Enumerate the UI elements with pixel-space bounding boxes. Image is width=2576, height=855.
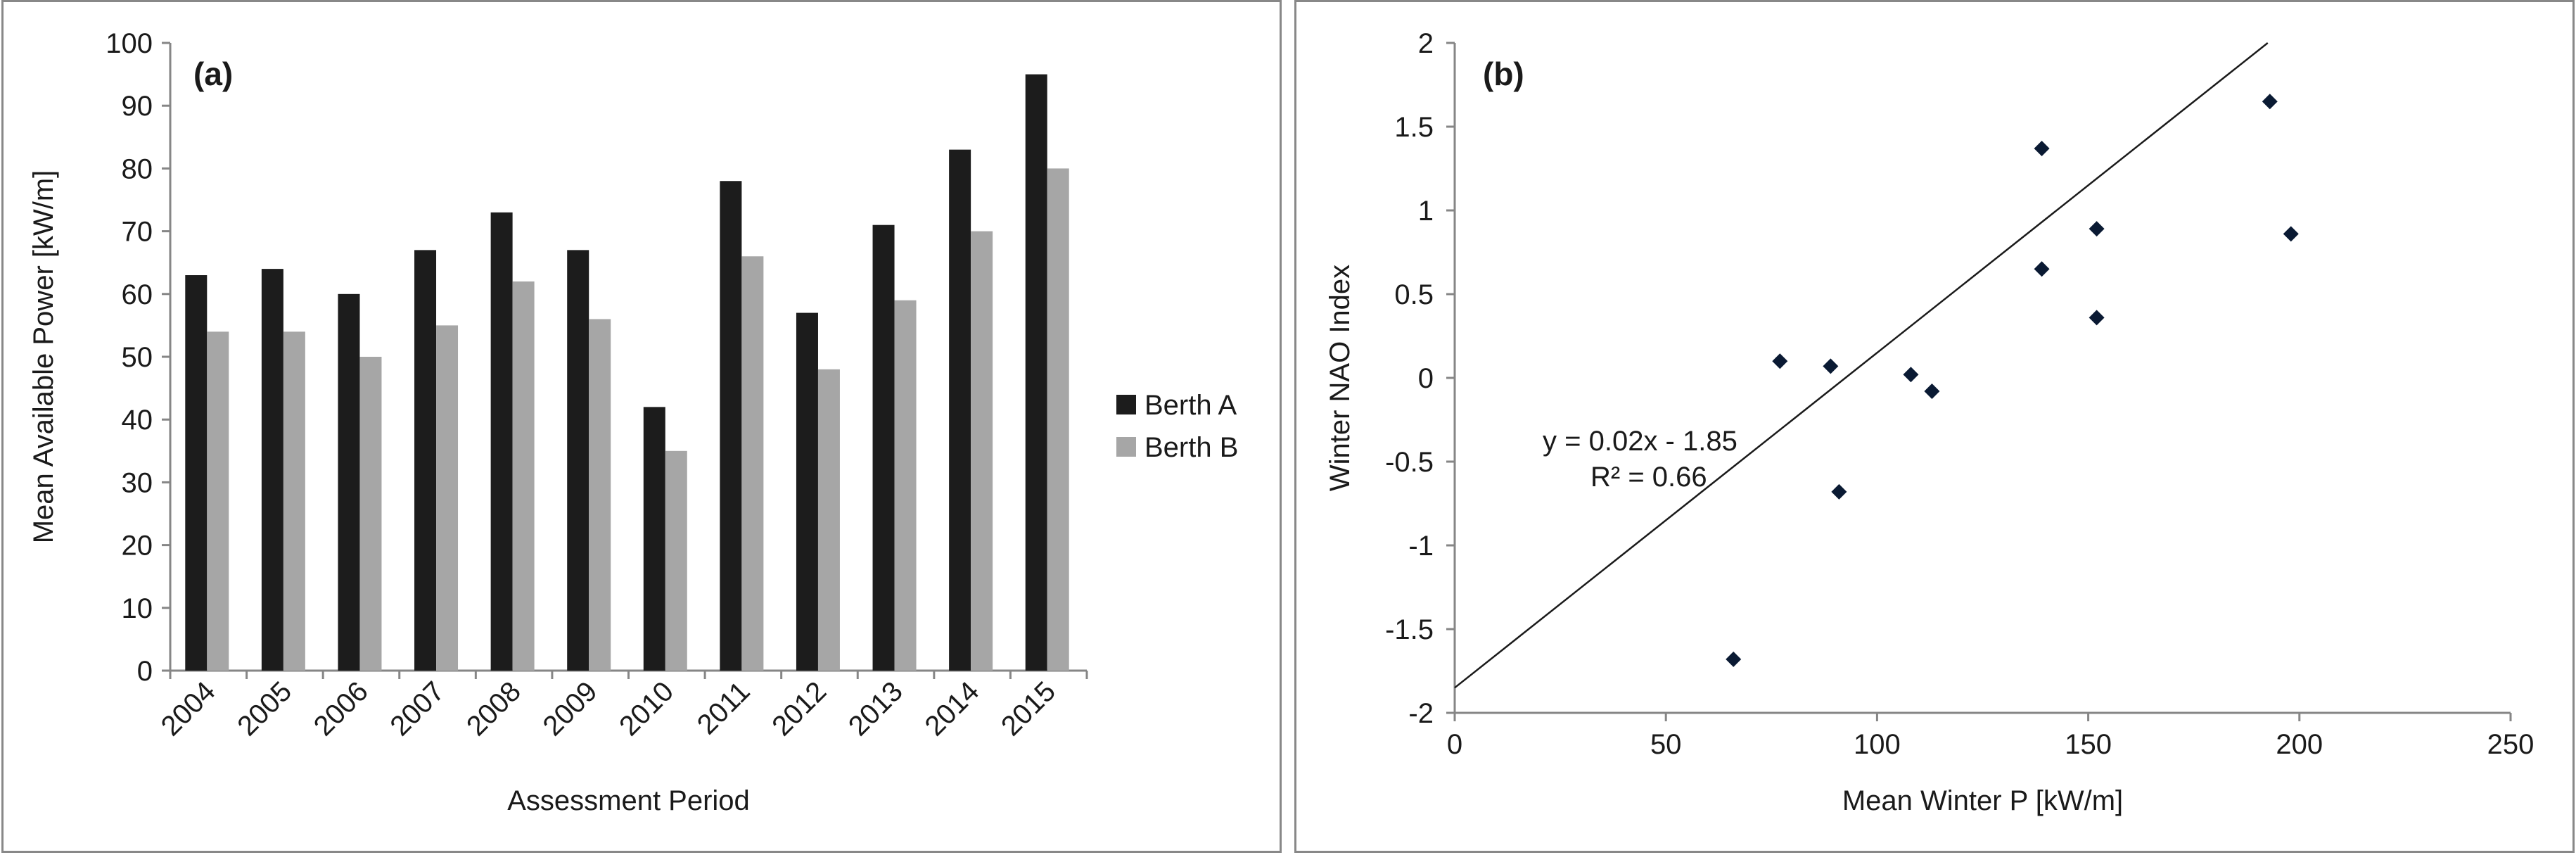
y-tick-label: 0 xyxy=(1418,363,1434,394)
bar-berth-b-2010 xyxy=(665,450,687,671)
y-tick-label: 100 xyxy=(106,28,153,59)
bar-berth-a-2005 xyxy=(261,269,283,671)
panel-b-scatter-chart: -2 -1.5 -1 -0.5 0 0.5 1 1.5 2 0 50 100 150 200 250 y = … xyxy=(1294,0,2575,853)
legend-swatch-berth-b xyxy=(1116,437,1136,457)
x-tick-label: 2011 xyxy=(691,676,756,740)
x-tick-label: 2007 xyxy=(384,676,450,742)
legend-label: Berth B xyxy=(1144,432,1238,463)
panel-label-a: (a) xyxy=(193,56,233,92)
bar-berth-a-2015 xyxy=(1025,74,1047,671)
scatter-point-1 xyxy=(1726,651,1742,667)
y-tick-label: 20 xyxy=(122,531,153,562)
scatter-point-11 xyxy=(2262,94,2278,110)
scatter-point-3 xyxy=(1823,358,1839,374)
x-tick-label: 2005 xyxy=(231,676,298,742)
y-tick-label: -2 xyxy=(1408,698,1434,729)
y-axis-title: Mean Available Power [kW/m] xyxy=(28,170,59,544)
bar-berth-b-2013 xyxy=(894,300,917,671)
bar-berth-b-2007 xyxy=(436,325,459,671)
y-tick-label: 90 xyxy=(122,91,153,122)
x-tick-label: 200 xyxy=(2276,729,2323,760)
panel-label-b: (b) xyxy=(1483,56,1524,92)
x-tick-label: 2009 xyxy=(537,676,604,742)
y-tick-label: -1 xyxy=(1408,531,1434,562)
y-tick-label: 0 xyxy=(137,656,153,687)
bar-berth-a-2006 xyxy=(338,293,360,671)
scatter-point-6 xyxy=(1924,384,1940,400)
x-tick-label: 2006 xyxy=(308,676,374,742)
scatter-point-4 xyxy=(1831,483,1847,500)
x-tick-label: 2014 xyxy=(919,676,985,742)
bar-berth-a-2013 xyxy=(872,224,895,671)
bar-berth-a-2014 xyxy=(949,149,971,671)
x-axis-title: Assessment Period xyxy=(507,785,750,816)
scatter-chart-svg: -2 -1.5 -1 -0.5 0 0.5 1 1.5 2 0 50 100 150 200 250 y = … xyxy=(1325,28,2534,816)
bar-berth-b-2005 xyxy=(283,331,305,671)
bar-berth-a-2012 xyxy=(796,312,818,671)
bar-berth-b-2012 xyxy=(817,369,840,671)
legend-swatch-berth-a xyxy=(1116,395,1136,414)
bar-berth-b-2006 xyxy=(359,357,382,671)
bar-berth-a-2008 xyxy=(490,212,513,671)
bar-berth-a-2004 xyxy=(185,275,208,671)
scatter-point-2 xyxy=(1772,353,1788,369)
y-tick-label: -1.5 xyxy=(1385,614,1434,645)
scatter-point-8 xyxy=(2034,261,2050,277)
bar-berth-a-2010 xyxy=(643,407,665,671)
legend-label: Berth A xyxy=(1144,390,1237,421)
bar-berth-a-2009 xyxy=(567,250,589,671)
trendline-equation: y = 0.02x - 1.85 xyxy=(1543,426,1737,457)
x-tick-label: 2013 xyxy=(843,676,909,742)
y-tick-label: 1 xyxy=(1418,196,1434,227)
x-tick-label: 150 xyxy=(2065,729,2112,760)
bar-berth-b-2008 xyxy=(512,281,535,671)
x-tick-label: 100 xyxy=(1854,729,1901,760)
trendline-r2: R² = 0.66 xyxy=(1590,462,1707,493)
y-tick-label: 60 xyxy=(122,279,153,310)
x-tick-label: 0 xyxy=(1447,729,1462,760)
legend: Berth A Berth B xyxy=(1116,390,1238,463)
bar-berth-a-2011 xyxy=(720,181,742,671)
bar-berth-a-2007 xyxy=(414,250,437,671)
y-tick-label: 0.5 xyxy=(1394,279,1434,310)
bar-berth-b-2015 xyxy=(1047,168,1069,671)
scatter-point-5 xyxy=(1903,367,1919,383)
y-tick-label: 70 xyxy=(122,217,153,248)
x-tick-label: 2015 xyxy=(995,676,1061,742)
y-tick-label: 30 xyxy=(122,467,153,498)
trendline xyxy=(1454,42,2269,689)
y-tick-label: 2 xyxy=(1418,28,1434,59)
scatter-point-12 xyxy=(2283,226,2299,242)
y-tick-label: -0.5 xyxy=(1385,447,1434,478)
bar-berth-b-2011 xyxy=(741,256,764,671)
x-tick-label: 2010 xyxy=(613,676,680,742)
scatter-point-9 xyxy=(2089,221,2105,237)
y-tick-label: 1.5 xyxy=(1394,112,1434,143)
x-tick-label: 2004 xyxy=(155,676,222,742)
panel-a-bar-chart: 0 10 20 30 40 50 60 70 80 90 100 2004 2005 2006 2007 20… xyxy=(1,0,1282,853)
x-tick-label: 2012 xyxy=(766,676,832,742)
y-tick-label: 80 xyxy=(122,153,153,184)
scatter-point-7 xyxy=(2034,140,2050,156)
x-tick-label: 250 xyxy=(2487,729,2534,760)
x-axis-title: Mean Winter P [kW/m] xyxy=(1842,785,2123,816)
bar-berth-b-2014 xyxy=(971,231,993,671)
bar-berth-b-2009 xyxy=(589,319,611,671)
y-tick-label: 40 xyxy=(122,405,153,436)
bar-berth-b-2004 xyxy=(207,331,229,671)
x-tick-label: 50 xyxy=(1650,729,1682,760)
x-tick-label: 2008 xyxy=(461,676,527,742)
y-tick-label: 50 xyxy=(122,342,153,373)
y-tick-label: 10 xyxy=(122,593,153,624)
y-axis-title: Winter NAO Index xyxy=(1325,265,1356,491)
scatter-point-10 xyxy=(2089,310,2105,326)
